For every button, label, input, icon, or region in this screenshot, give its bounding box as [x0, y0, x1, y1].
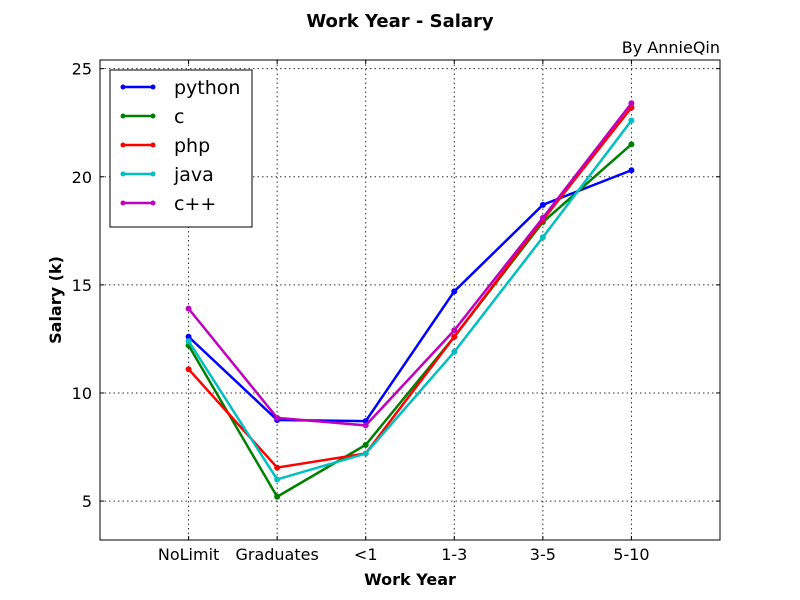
plot-frame [99, 59, 721, 541]
legend-swatch-marker [120, 142, 126, 148]
legend-swatch-marker [150, 142, 156, 148]
tick-marks: NoLimit Graduates <1 1-3 3-5 5-10 5 10 15 20 25 [72, 60, 720, 564]
legend-entry-label: python [174, 77, 240, 99]
data-point-cpp [539, 214, 546, 221]
legend-swatch-marker [150, 113, 156, 119]
axes [99, 59, 721, 541]
data-point-python [451, 288, 458, 295]
legend-entry-label: c++ [174, 193, 216, 215]
data-point-cpp [628, 100, 635, 107]
data-point-java [451, 348, 458, 355]
data-point-java [539, 234, 546, 241]
legend: python c php java c++ [109, 69, 253, 228]
data-point-java [362, 450, 369, 457]
x-tick-label: 5-10 [613, 545, 649, 564]
legend-swatch-marker [120, 84, 126, 90]
y-tick-label: 5 [82, 492, 92, 511]
data-point-c [274, 493, 281, 500]
data-point-python [539, 201, 546, 208]
legend-swatch-marker [150, 84, 156, 90]
data-point-cpp [451, 327, 458, 334]
legend-swatch-marker [120, 171, 126, 177]
data-point-c [362, 441, 369, 448]
data-point-java [185, 338, 192, 345]
grid-lines [100, 60, 720, 540]
legend-box [109, 69, 253, 228]
legend-swatch-marker [120, 113, 126, 119]
x-tick-label: <1 [354, 545, 378, 564]
legend-entry-label: java [173, 164, 214, 186]
legend-swatch-marker [120, 200, 126, 206]
data-point-php [451, 333, 458, 340]
data-point-php [274, 464, 281, 471]
x-tick-label: 3-5 [530, 545, 556, 564]
legend-swatch-marker [150, 200, 156, 206]
series-line-java [187, 119, 633, 481]
data-point-php [185, 366, 192, 373]
data-point-java [628, 117, 635, 124]
data-point-cpp [185, 305, 192, 312]
x-tick-label: Graduates [235, 545, 318, 564]
y-axis-label: Salary (k) [46, 256, 65, 344]
series-lines [185, 100, 635, 500]
data-point-cpp [274, 414, 281, 421]
chart-title: Work Year - Salary [306, 11, 494, 32]
y-tick-label: 20 [72, 168, 92, 187]
y-tick-label: 25 [72, 60, 92, 79]
data-point-cpp [362, 422, 369, 429]
legend-swatch-marker [150, 171, 156, 177]
legend-entry-label: php [174, 135, 210, 157]
series-line-php [187, 106, 633, 469]
x-tick-label: NoLimit [158, 545, 219, 564]
data-point-c [628, 141, 635, 148]
data-point-python [628, 167, 635, 174]
chart-subtitle: By AnnieQin [622, 38, 720, 57]
legend-entry-label: c [174, 106, 184, 128]
y-tick-label: 10 [72, 384, 92, 403]
series-line-cpp [187, 102, 633, 427]
x-axis-label: Work Year [364, 570, 456, 589]
x-tick-label: 1-3 [441, 545, 467, 564]
y-tick-label: 15 [72, 276, 92, 295]
data-point-java [274, 476, 281, 483]
series-line-c [187, 143, 633, 499]
